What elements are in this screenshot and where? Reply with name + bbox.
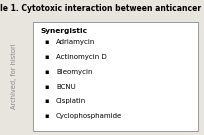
Text: BCNU: BCNU	[56, 84, 76, 90]
Text: ▪: ▪	[45, 98, 49, 104]
FancyBboxPatch shape	[33, 22, 198, 131]
Text: Cisplatin: Cisplatin	[56, 98, 86, 104]
Text: Adriamycin: Adriamycin	[56, 39, 95, 45]
Text: ▪: ▪	[45, 54, 49, 60]
Text: ▪: ▪	[45, 84, 49, 90]
Text: Synergistic: Synergistic	[41, 28, 88, 34]
Text: Actinomycin D: Actinomycin D	[56, 54, 107, 60]
Text: Table 1. Cytotoxic interaction between anticancer dru: Table 1. Cytotoxic interaction between a…	[0, 4, 204, 13]
Text: ▪: ▪	[45, 39, 49, 45]
Text: Cyclophosphamide: Cyclophosphamide	[56, 113, 122, 119]
Text: Archived, for histori: Archived, for histori	[11, 43, 17, 109]
Text: ▪: ▪	[45, 69, 49, 75]
Text: Bleomycin: Bleomycin	[56, 69, 93, 75]
Text: ▪: ▪	[45, 113, 49, 119]
